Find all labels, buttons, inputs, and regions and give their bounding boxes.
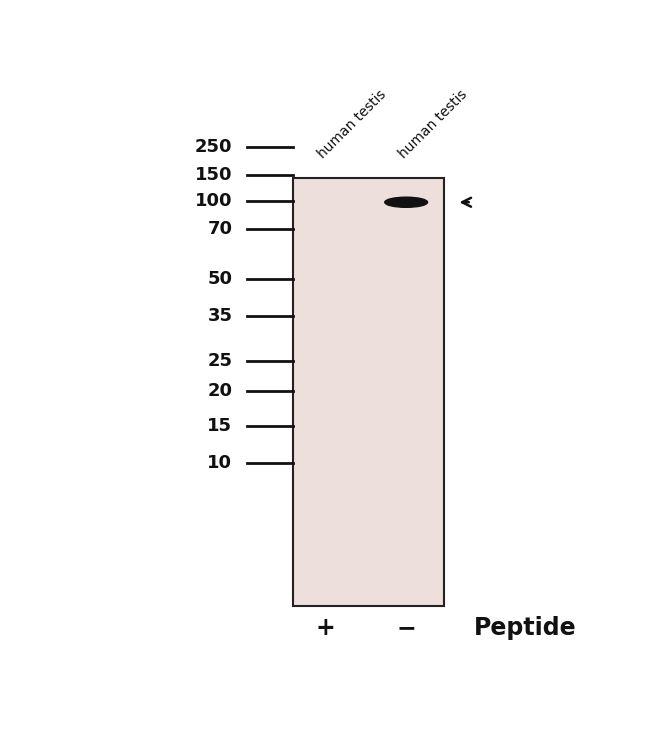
Text: 100: 100 bbox=[195, 192, 233, 209]
Ellipse shape bbox=[385, 197, 428, 207]
Text: −: − bbox=[396, 616, 416, 640]
Text: 50: 50 bbox=[207, 271, 233, 288]
Text: 250: 250 bbox=[195, 138, 233, 156]
Text: human testis: human testis bbox=[396, 87, 470, 161]
Text: 10: 10 bbox=[207, 454, 233, 471]
Text: +: + bbox=[316, 616, 335, 640]
Bar bbox=[292, 178, 444, 606]
Text: 70: 70 bbox=[207, 220, 233, 238]
Text: human testis: human testis bbox=[316, 87, 389, 161]
Text: 20: 20 bbox=[207, 382, 233, 400]
Text: 35: 35 bbox=[207, 307, 233, 325]
Text: Peptide: Peptide bbox=[474, 616, 577, 640]
Text: 150: 150 bbox=[195, 166, 233, 184]
Text: 25: 25 bbox=[207, 352, 233, 370]
Text: 15: 15 bbox=[207, 417, 233, 435]
